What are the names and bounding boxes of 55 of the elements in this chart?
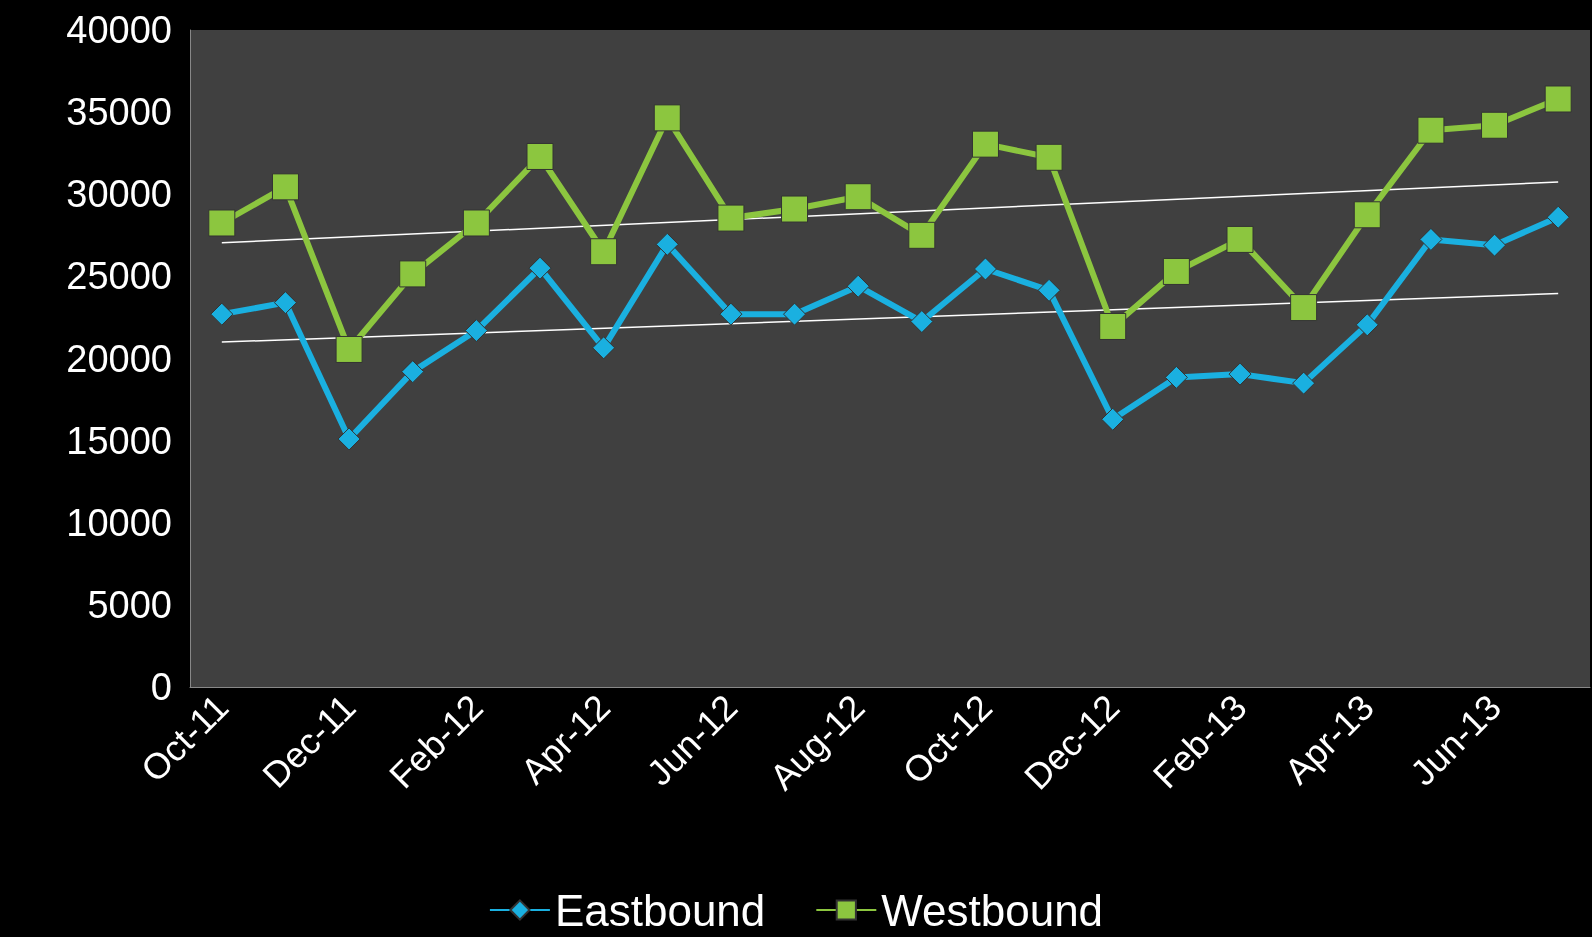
point [1481,111,1509,139]
point [655,232,679,256]
point [1546,205,1570,229]
y-tick-label: 35000 [66,91,172,134]
point [653,104,681,132]
point [208,209,236,237]
point [1226,225,1254,253]
point [337,427,361,451]
y-tick-label: 5000 [87,583,172,626]
point [462,209,490,237]
legend-label: Eastbound [554,885,766,935]
point [1099,312,1127,340]
point [590,238,618,266]
point [783,302,807,326]
point [1355,313,1379,337]
y-tick-label: 30000 [66,173,172,216]
point [781,195,809,223]
point [1162,257,1190,285]
point [719,302,743,326]
point [1164,365,1188,389]
point [846,274,870,298]
y-tick-label: 10000 [66,501,172,544]
point [717,204,745,232]
point [973,257,997,281]
point [464,319,488,343]
y-tick-label: 0 [150,666,172,708]
point [526,142,554,170]
point [844,183,872,211]
point [1483,233,1507,257]
legend-label: Westbound [881,885,1104,935]
point [271,173,299,201]
point [1544,85,1572,113]
point [401,360,425,384]
point [1353,201,1381,229]
point [1292,371,1316,395]
point [399,260,427,288]
point [335,335,363,363]
y-tick-label: 20000 [66,337,172,380]
y-tick-label: 25000 [66,255,172,298]
point [1417,116,1445,144]
point [1228,362,1252,386]
y-tick-label: 15000 [66,419,172,462]
point [910,310,934,334]
point [592,336,616,360]
y-tick-label: 40000 [66,9,172,51]
point [273,291,297,315]
point [971,130,999,158]
point [908,221,936,249]
point [1419,227,1443,251]
point [1101,407,1125,431]
point [1037,278,1061,302]
point [210,302,234,326]
point [528,256,552,280]
point [1035,143,1063,171]
point [1290,294,1318,322]
